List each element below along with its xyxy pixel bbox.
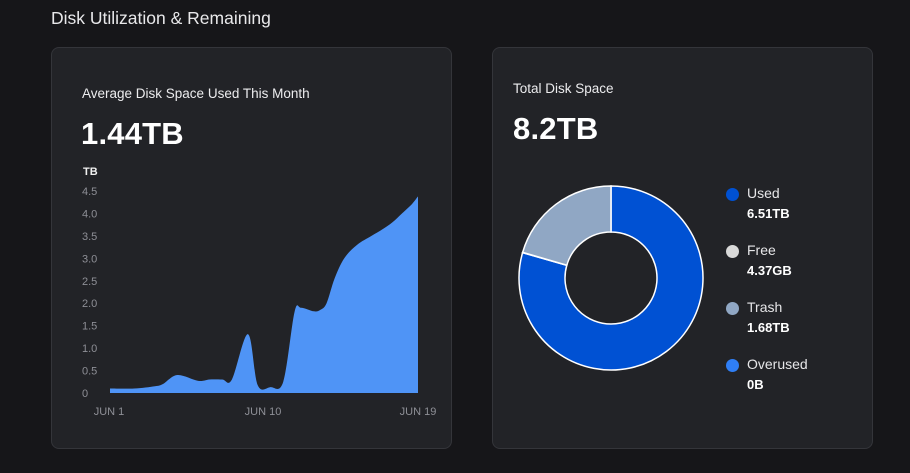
y-tick-label: 2.0 xyxy=(82,298,97,310)
y-tick-label: 2.5 xyxy=(82,276,97,288)
donut-slice-trash xyxy=(521,185,612,267)
average-usage-value: 1.44TB xyxy=(81,116,184,151)
donut-slice-used xyxy=(518,185,704,371)
average-usage-card: Average Disk Space Used This Month 1.44T… xyxy=(51,47,452,449)
y-tick-label: 3.5 xyxy=(82,231,97,243)
legend-dot-overused xyxy=(726,359,739,372)
average-usage-label: Average Disk Space Used This Month xyxy=(82,86,310,101)
x-tick-label: JUN 1 xyxy=(94,406,125,418)
legend-dot-trash xyxy=(726,302,739,315)
y-tick-label: 1.5 xyxy=(82,321,97,333)
usage-area xyxy=(110,196,418,393)
section-title: Disk Utilization & Remaining xyxy=(51,8,271,28)
y-tick-label: 3.0 xyxy=(82,253,97,265)
legend-dot-used xyxy=(726,188,739,201)
legend-value-trash: 1.68TB xyxy=(747,320,790,335)
y-tick-label: 4.5 xyxy=(82,186,97,198)
disk-donut-chart xyxy=(518,185,704,371)
total-disk-card: Total Disk Space 8.2TB Used 6.51TB Free … xyxy=(492,47,873,449)
total-disk-value: 8.2TB xyxy=(513,111,599,146)
x-tick-label: JUN 10 xyxy=(245,406,282,418)
x-tick-label: JUN 19 xyxy=(400,406,437,418)
legend-name-overused: Overused xyxy=(747,356,808,372)
y-tick-label: 0.5 xyxy=(82,366,97,378)
y-tick-label: 1.0 xyxy=(82,343,97,355)
y-axis-unit-label: TB xyxy=(83,166,98,178)
legend-name-trash: Trash xyxy=(747,299,783,315)
legend-value-free: 4.37GB xyxy=(747,263,792,278)
legend-value-overused: 0B xyxy=(747,377,764,392)
legend-name-used: Used xyxy=(747,185,780,201)
usage-area-chart: 0 0.5 1.0 1.5 2.0 2.5 3.0 3.5 4.0 4.5 JUN 1 JUN 10 J… xyxy=(82,186,437,418)
y-tick-label: 4.0 xyxy=(82,208,97,220)
total-disk-label: Total Disk Space xyxy=(513,81,614,96)
legend-dot-free xyxy=(726,245,739,258)
y-tick-label: 0 xyxy=(82,388,88,400)
legend-value-used: 6.51TB xyxy=(747,206,790,221)
legend-name-free: Free xyxy=(747,242,776,258)
